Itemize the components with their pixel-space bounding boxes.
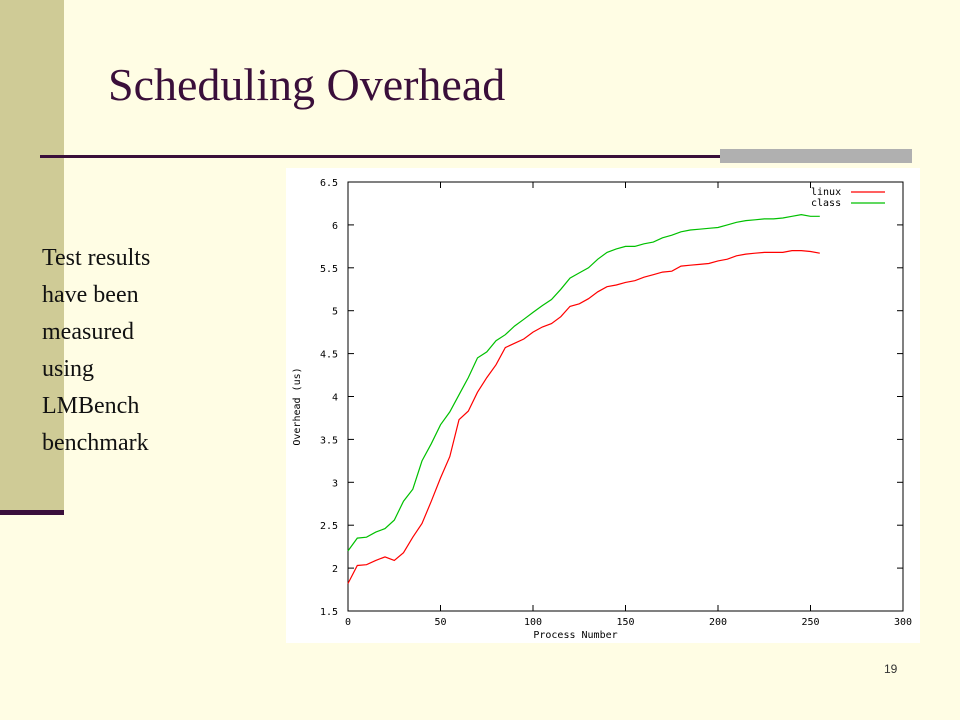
- chart: 1.5 2 2.5 3 3.5 4 4.5 5 5.5 6 6.5 0 50 100 150 200 250 30…: [286, 168, 920, 643]
- y-tick-label: 1.5: [320, 607, 338, 618]
- x-tick-label: 250: [801, 617, 819, 628]
- series-line-class: [347, 213, 820, 552]
- y-tick-label: 3.5: [320, 435, 338, 446]
- x-tick-label: 50: [434, 617, 446, 628]
- body-line: Test results: [42, 245, 151, 271]
- y-tick-label: 5: [332, 307, 338, 318]
- x-tick-label: 0: [345, 617, 351, 628]
- title-divider: [40, 155, 912, 158]
- x-tick-label: 150: [616, 617, 634, 628]
- body-line: have been: [42, 282, 139, 308]
- body-line: benchmark: [42, 430, 149, 456]
- body-line: measured: [42, 319, 134, 345]
- legend-label-linux: linux: [811, 187, 841, 198]
- x-axis-label: Process Number: [533, 630, 617, 641]
- y-tick-label: 2: [332, 564, 338, 575]
- slide-title: Scheduling Overhead: [108, 59, 506, 110]
- x-tick-label: 200: [709, 617, 727, 628]
- y-tick-label: 6: [332, 221, 338, 232]
- y-tick-label: 2.5: [320, 521, 338, 532]
- y-tick-label: 6.5: [320, 178, 338, 189]
- y-tick-label: 4.5: [320, 350, 338, 361]
- y-tick-label: 3: [332, 478, 338, 489]
- body-text: Test results have been measured using LM…: [42, 240, 202, 462]
- x-tick-label: 100: [524, 617, 542, 628]
- page-number: 19: [884, 662, 898, 676]
- x-tick-label: 300: [894, 617, 912, 628]
- y-tick-label: 5.5: [320, 264, 338, 275]
- left-decor-band: [0, 0, 64, 512]
- y-axis-label: Overhead (us): [292, 367, 303, 445]
- legend-label-class: class: [811, 198, 841, 209]
- line-chart: 1.5 2 2.5 3 3.5 4 4.5 5 5.5 6 6.5 0 50 100 150 200 250 30…: [292, 178, 912, 641]
- left-decor-band-foot: [0, 510, 64, 515]
- body-line: LMBench: [42, 393, 140, 419]
- title-divider-accent: [720, 149, 912, 163]
- body-line: using: [42, 356, 95, 382]
- series-line-linux: [347, 249, 820, 584]
- y-tick-label: 4: [332, 393, 338, 404]
